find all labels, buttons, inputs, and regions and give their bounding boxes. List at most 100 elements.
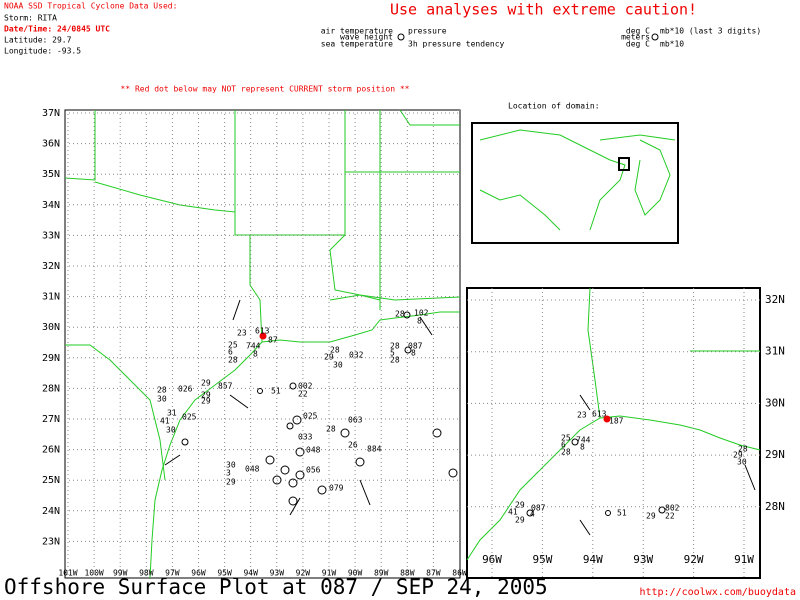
- caution: Use analyses with extreme caution!: [390, 1, 697, 19]
- lat-label: 27N: [42, 414, 60, 425]
- station-value: 28: [561, 448, 571, 457]
- lon-label: 93W: [633, 553, 653, 566]
- lon-label: 91W: [322, 569, 337, 578]
- station-value: 28: [157, 386, 167, 395]
- lat-label: 31N: [42, 292, 60, 303]
- lon-label: 94W: [243, 569, 258, 578]
- station-value: 063: [348, 416, 363, 425]
- station-value: 30: [333, 361, 343, 370]
- station-value: 25: [228, 341, 238, 350]
- station-value: 28: [390, 356, 400, 365]
- zoom-coast: [466, 287, 761, 561]
- station-value: 032: [349, 351, 364, 360]
- station-value: 187: [609, 417, 624, 426]
- station-value: 22: [665, 512, 675, 521]
- station-value: 28: [395, 310, 405, 319]
- lon-label: 94W: [583, 553, 603, 566]
- wind-barbs: [164, 299, 756, 536]
- station-value: 079: [329, 484, 344, 493]
- lat-label: 25N: [42, 475, 60, 486]
- header-line: Date/Time: 24/0845 UTC: [4, 24, 110, 34]
- station-value: 5: [390, 349, 395, 358]
- lat-label: 23N: [42, 536, 60, 547]
- main-map-frame: [64, 109, 461, 579]
- lat-label: 29N: [42, 353, 60, 364]
- lat-label: 24N: [42, 506, 60, 517]
- station-value: 744: [246, 342, 261, 351]
- station-value: 025: [303, 412, 318, 421]
- station-value: 23: [577, 411, 587, 420]
- legend-text: deg C: [626, 27, 650, 36]
- lon-label: 100W: [84, 569, 103, 578]
- station-value: 41: [160, 417, 170, 426]
- main-coast: [64, 109, 461, 579]
- station-value: 056: [306, 466, 321, 475]
- lon-label: 90W: [348, 569, 363, 578]
- lon-label: 88W: [400, 569, 415, 578]
- footer-url: http://coolwx.com/buoydata: [639, 587, 796, 598]
- station-value: 6: [561, 441, 566, 450]
- station-value: 29: [201, 379, 211, 388]
- storm-dot-zoom: [603, 415, 611, 423]
- lat-label: 30N: [765, 396, 785, 409]
- station-value: 744: [576, 436, 591, 445]
- legend-symbol: [651, 33, 659, 41]
- station-value: 29: [226, 478, 236, 487]
- storm-dot: [259, 332, 267, 340]
- domain-box: [618, 157, 630, 171]
- legend-text: deg C: [626, 40, 650, 49]
- lon-label: 95W: [532, 553, 552, 566]
- station-value: 8: [253, 350, 258, 359]
- station-value: 048: [245, 465, 260, 474]
- station-value: 8: [411, 349, 416, 358]
- lat-label: 37N: [42, 108, 60, 119]
- station-value: 613: [255, 327, 270, 336]
- station-value: 41: [508, 508, 518, 517]
- lon-label: 87W: [426, 569, 441, 578]
- lon-label: 96W: [482, 553, 502, 566]
- station-value: 3: [226, 469, 231, 478]
- station-value: 29: [201, 397, 211, 406]
- warning: ** Red dot below may NOT represent CURRE…: [121, 85, 410, 94]
- station-value: 25: [561, 434, 571, 443]
- legend-text: wave height: [340, 33, 393, 42]
- lat-label: 32N: [765, 293, 785, 306]
- lat-label: 26N: [42, 445, 60, 456]
- header-line: NOAA SSD Tropical Cyclone Data Used:: [4, 2, 177, 11]
- legend-text: meters: [621, 33, 650, 42]
- station-value: 29: [646, 512, 656, 521]
- station-value: 29: [515, 516, 525, 525]
- station-value: 31: [167, 409, 177, 418]
- lon-label: 93W: [270, 569, 285, 578]
- lat-label: 35N: [42, 169, 60, 180]
- station-value: 8: [580, 443, 585, 452]
- lat-label: 32N: [42, 261, 60, 272]
- station-value: 002: [298, 382, 313, 391]
- station-value: 28: [330, 346, 340, 355]
- lon-label: 92W: [684, 553, 704, 566]
- station-value: 033: [298, 433, 313, 442]
- station-value: 8: [417, 317, 422, 326]
- lon-label: 101W: [58, 569, 77, 578]
- footer-title: Offshore Surface Plot at 087 / SEP 24, 2…: [4, 575, 548, 599]
- station-value: 22: [298, 390, 308, 399]
- station-value: 29: [324, 353, 334, 362]
- station-value: 87: [268, 336, 278, 345]
- station-value: 884: [367, 445, 382, 454]
- legend-text: pressure: [408, 27, 447, 36]
- station-value: 026: [178, 385, 193, 394]
- station-value: 28: [738, 445, 748, 454]
- lon-label: 97W: [165, 569, 180, 578]
- zoom-map-frame: [466, 287, 761, 579]
- lon-label: 95W: [217, 569, 232, 578]
- world-inset-frame: [471, 122, 679, 244]
- station-value: 29: [733, 451, 743, 460]
- inset-title: Location of domain:: [508, 102, 600, 111]
- station-value: 102: [414, 309, 429, 318]
- station-value: 26: [348, 441, 358, 450]
- station-value: 29: [201, 391, 211, 400]
- station-value: 6: [228, 348, 233, 357]
- lon-label: 99W: [113, 569, 128, 578]
- lon-label: 96W: [191, 569, 206, 578]
